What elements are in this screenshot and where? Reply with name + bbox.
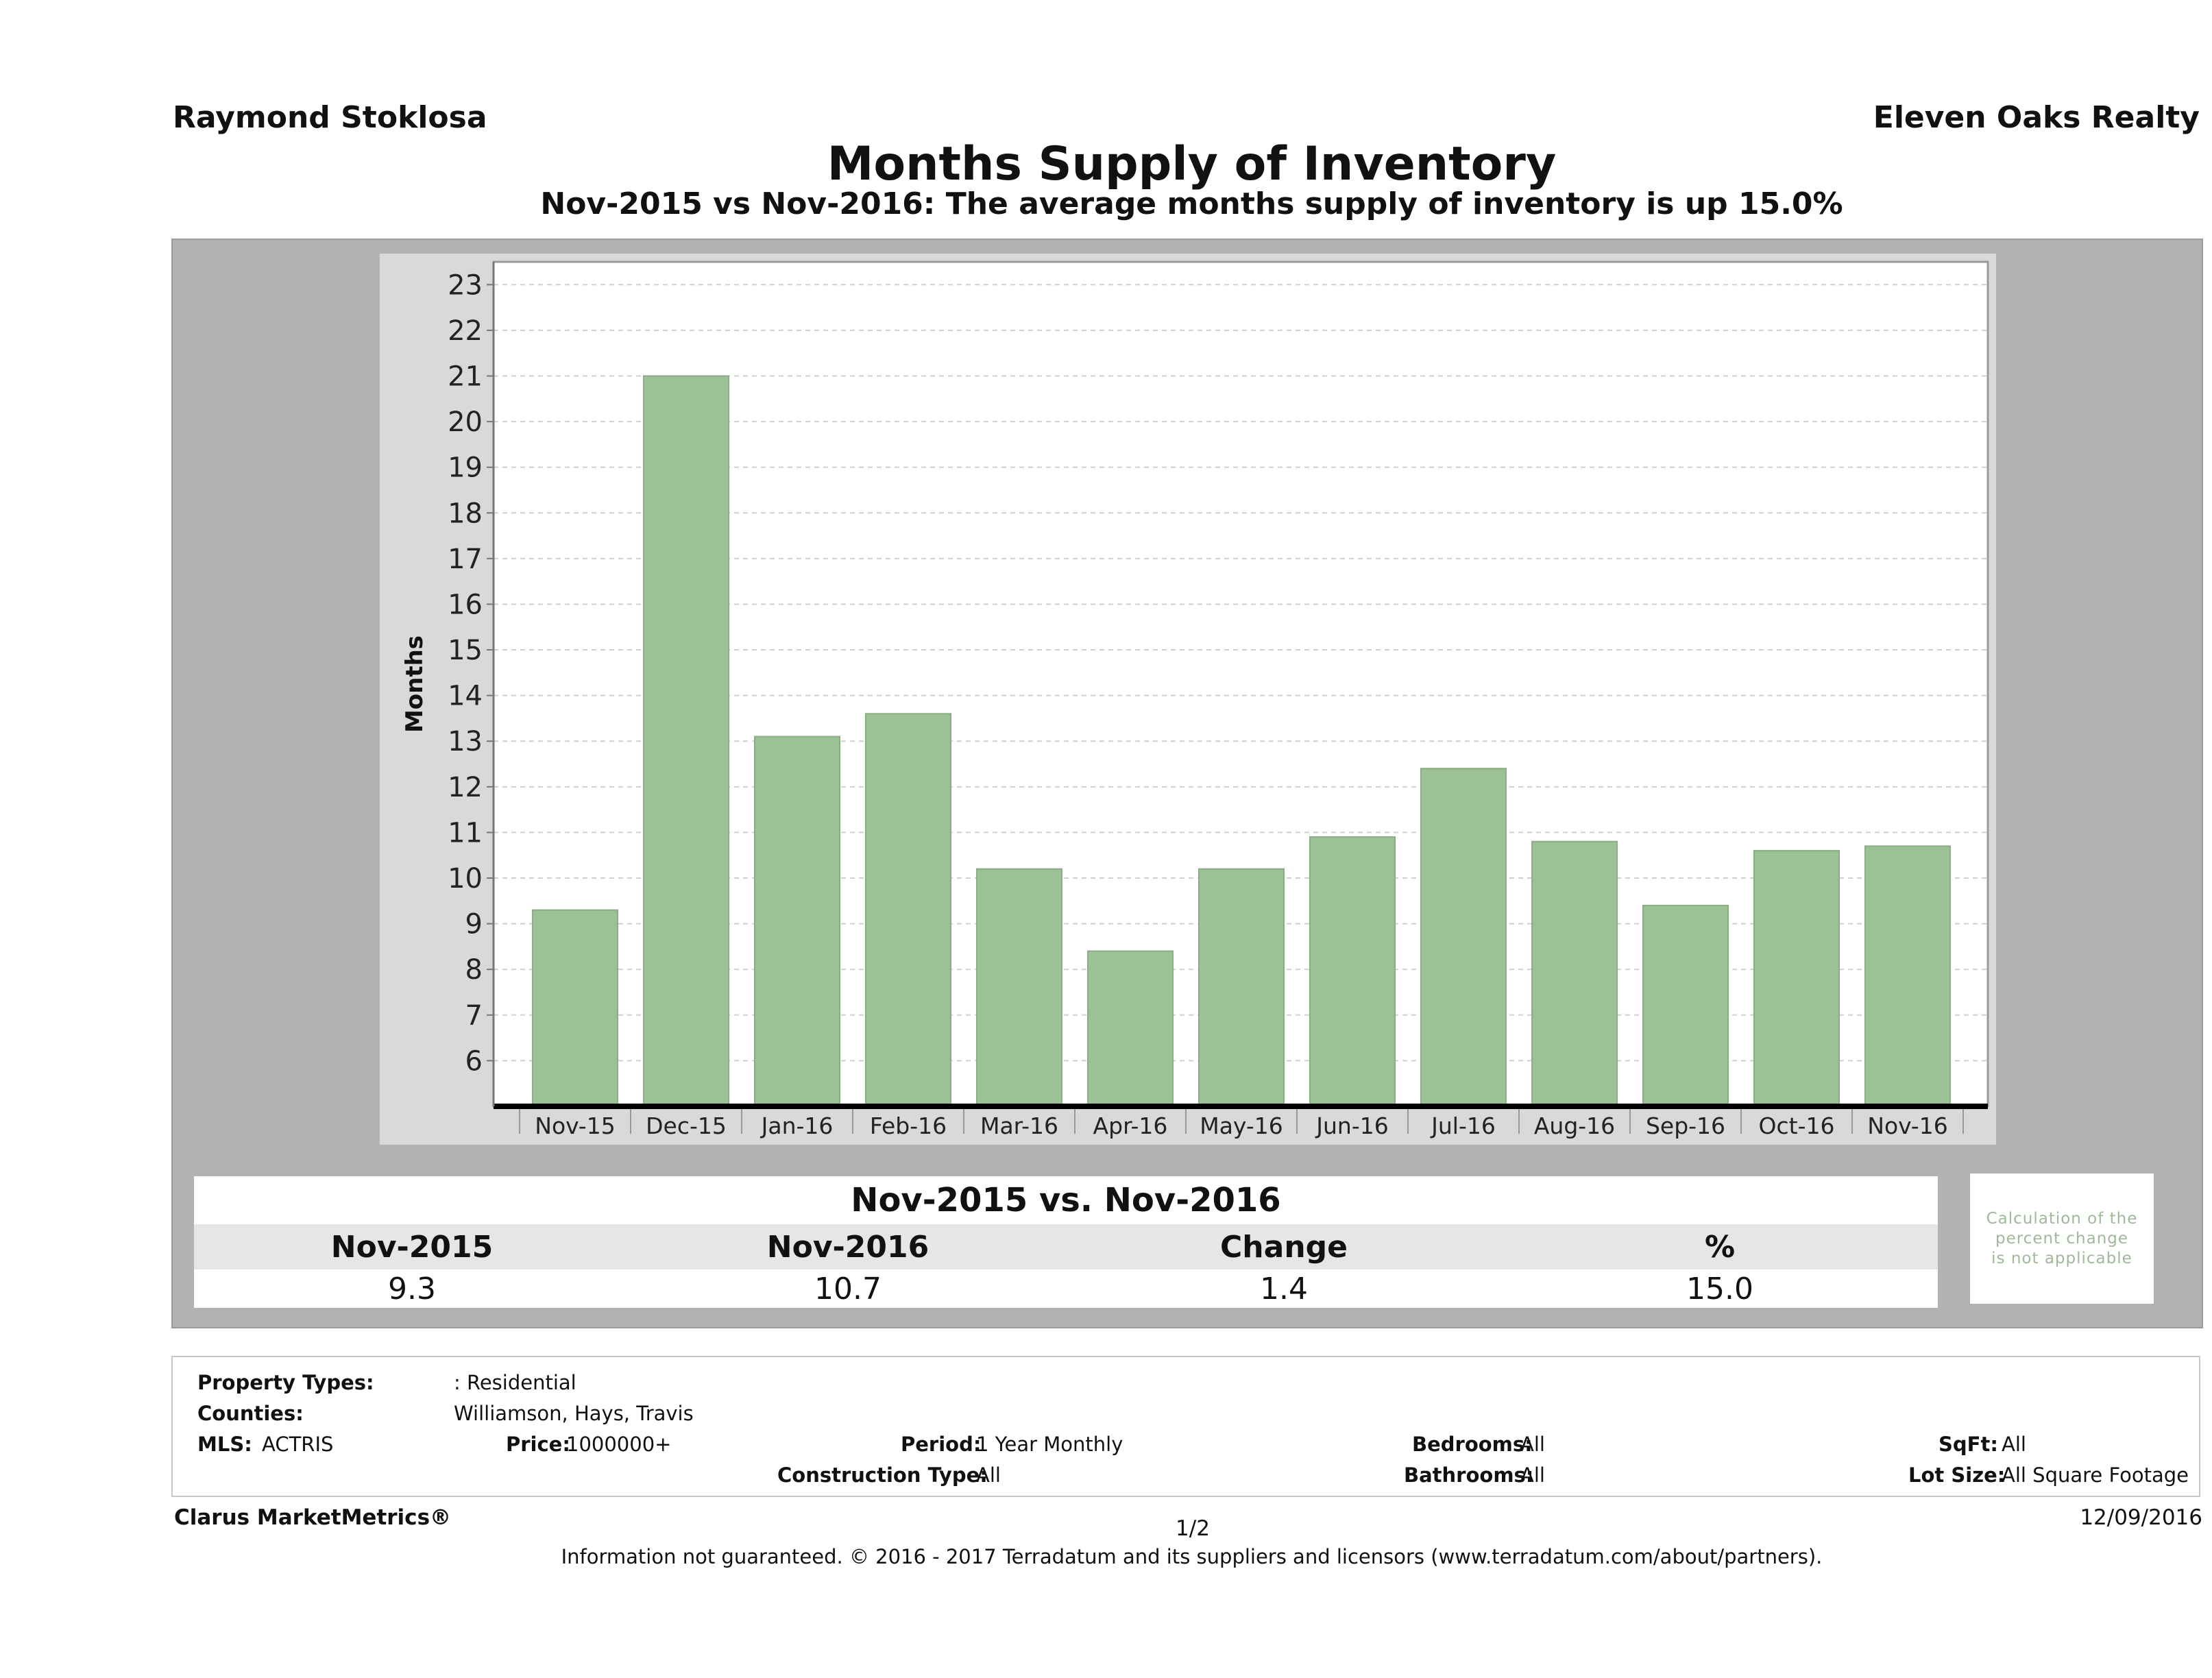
y-tick-label: 19 [448, 452, 483, 484]
y-tick-label: 20 [448, 406, 483, 438]
y-tick-label: 14 [448, 681, 483, 712]
x-tick-label: Nov-15 [535, 1112, 615, 1139]
bar-may-16 [1198, 868, 1285, 1108]
bedrooms-label: Bedrooms: [1412, 1433, 1533, 1456]
x-tick-label: Apr-16 [1093, 1112, 1168, 1139]
x-tick-label: Aug-16 [1534, 1112, 1615, 1139]
comparison-value-percent: 15.0 [1686, 1271, 1753, 1306]
disclaimer: Information not guaranteed. © 2016 - 201… [561, 1545, 1823, 1568]
counties-label: Counties: [197, 1402, 304, 1425]
chart-title: Months Supply of Inventory [827, 137, 1557, 191]
comparison-label-percent: % [1704, 1229, 1736, 1265]
construction-type-value: All [976, 1463, 1001, 1487]
bar-mar-16 [976, 868, 1062, 1108]
x-tick-label: Jan-16 [760, 1112, 834, 1139]
property-types-value: : Residential [454, 1371, 576, 1394]
period-label: Period: [901, 1433, 982, 1456]
x-tick-label: May-16 [1200, 1112, 1283, 1139]
chart-subtitle: Nov-2015 vs Nov-2016: The average months… [540, 186, 1843, 221]
y-tick-label: 6 [465, 1045, 483, 1077]
note-line: Calculation of the [1986, 1209, 2138, 1228]
y-tick-label: 12 [448, 772, 483, 803]
x-tick-label: Oct-16 [1759, 1112, 1835, 1139]
bar-dec-15 [643, 375, 729, 1108]
x-tick-label: Dec-15 [646, 1112, 727, 1139]
price-value: 1000000+ [566, 1433, 672, 1456]
bar-aug-16 [1531, 840, 1618, 1107]
construction-type-label: Construction Type: [777, 1463, 988, 1487]
y-tick-label: 7 [465, 1000, 483, 1032]
note-line: is not applicable [1991, 1249, 2132, 1267]
y-tick-label: 17 [448, 544, 483, 575]
x-tick-label: Jun-16 [1315, 1112, 1388, 1139]
y-axis-label: Months [401, 635, 428, 733]
page-number: 1/2 [1176, 1516, 1210, 1541]
x-tick-label: Mar-16 [980, 1112, 1058, 1139]
bar-oct-16 [1753, 850, 1840, 1107]
bar-apr-16 [1087, 950, 1174, 1107]
x-tick-label: Nov-16 [1867, 1112, 1947, 1139]
bar-chart: 6 7 8 9 10 11 12 13 14 15 16 17 18 19 20 21 22 23 Nov-15 D… [401, 260, 1989, 1139]
y-tick-label: 15 [448, 635, 483, 666]
bar-jul-16 [1420, 768, 1507, 1107]
comparison-value-start: 9.3 [388, 1271, 436, 1306]
search-criteria-box: Property Types: : Residential Counties: … [171, 1356, 2200, 1497]
comparison-value-end: 10.7 [814, 1271, 882, 1306]
company-name: Eleven Oaks Realty [1873, 100, 2200, 135]
sqft-value: All [2002, 1433, 2026, 1456]
footer-brand: Clarus MarketMetrics® [174, 1505, 452, 1530]
y-tick-label: 21 [448, 361, 483, 392]
lot-size-value: All Square Footage [2002, 1463, 2189, 1487]
x-tick-label: Sep-16 [1646, 1112, 1725, 1139]
bar-jan-16 [754, 735, 840, 1107]
y-tick-label: 11 [448, 817, 483, 849]
comparison-labels-row: Nov-2015 Nov-2016 Change % [194, 1224, 1938, 1269]
counties-value: Williamson, Hays, Travis [454, 1402, 694, 1425]
report-date: 12/09/2016 [2080, 1505, 2202, 1530]
bar-nov-16 [1864, 845, 1951, 1108]
x-tick-label: Jul-16 [1430, 1112, 1496, 1139]
y-tick-label: 16 [448, 589, 483, 620]
y-tick-label: 10 [448, 863, 483, 895]
x-tick-label: Feb-16 [870, 1112, 947, 1139]
bar-sep-16 [1642, 904, 1729, 1107]
sqft-label: SqFt: [1938, 1433, 1998, 1456]
y-tick-label: 13 [448, 726, 483, 757]
bar-feb-16 [865, 713, 951, 1107]
y-tick-label: 9 [465, 909, 483, 940]
y-tick-label: 18 [448, 498, 483, 529]
comparison-label-change: Change [1220, 1229, 1348, 1265]
comparison-label-start: Nov-2015 [330, 1229, 494, 1265]
percent-change-note: Calculation of the percent change is not… [1970, 1174, 2154, 1304]
agent-name: Raymond Stoklosa [173, 100, 487, 135]
y-tick-label: 22 [448, 315, 483, 347]
bedrooms-value: All [1520, 1433, 1545, 1456]
bathrooms-value: All [1520, 1463, 1545, 1487]
property-types-label: Property Types: [197, 1371, 374, 1394]
comparison-label-end: Nov-2016 [766, 1229, 929, 1265]
lot-size-label: Lot Size: [1908, 1463, 2006, 1487]
mls-value: ACTRIS [262, 1433, 334, 1456]
bar-nov-15 [532, 909, 618, 1107]
comparison-heading: Nov-2015 vs. Nov-2016 [194, 1176, 1938, 1224]
y-tick-label: 23 [448, 269, 483, 301]
comparison-values-row: 9.3 10.7 1.4 15.0 [194, 1269, 1938, 1308]
comparison-value-change: 1.4 [1260, 1271, 1308, 1306]
price-label: Price: [506, 1433, 570, 1456]
period-value: 1 Year Monthly [976, 1433, 1123, 1456]
bathrooms-label: Bathrooms: [1404, 1463, 1534, 1487]
note-line: percent change [1995, 1229, 2129, 1248]
y-tick-label: 8 [465, 954, 483, 986]
bar-jun-16 [1309, 836, 1396, 1108]
mls-label: MLS: [197, 1433, 252, 1456]
